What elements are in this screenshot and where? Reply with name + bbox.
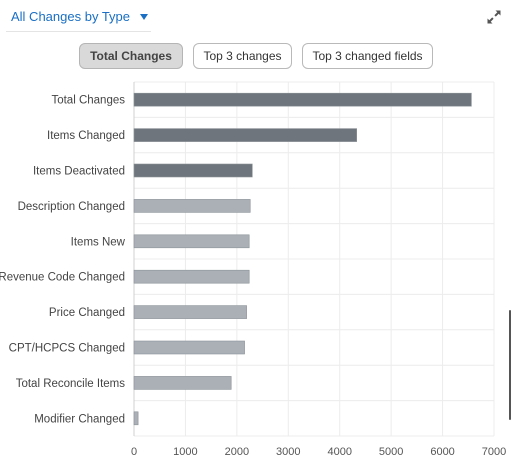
bar — [133, 340, 245, 355]
tab-top-3-changes[interactable]: Top 3 changes — [193, 43, 292, 69]
bar — [133, 163, 253, 178]
category-label: Description Changed — [18, 201, 125, 213]
bar — [133, 305, 247, 319]
category-label: Modifier Changed — [34, 413, 125, 425]
x-tick-label: 3000 — [276, 446, 300, 458]
category-label: CPT/HCPCS Changed — [9, 343, 125, 355]
chart-title: All Changes by Type — [11, 9, 130, 24]
x-tick-label: 2000 — [225, 446, 249, 458]
scrollbar[interactable] — [509, 310, 511, 420]
x-tick-label: 7000 — [482, 446, 506, 458]
category-label: Total Changes — [51, 95, 125, 107]
bar — [133, 269, 250, 284]
bar — [133, 376, 232, 390]
tab-top-3-changed-fields[interactable]: Top 3 changed fields — [302, 43, 433, 69]
chart-type-dropdown[interactable]: All Changes by Type — [11, 9, 148, 24]
category-label: Price Changed — [49, 307, 125, 319]
bar — [133, 234, 250, 249]
x-tick-label: 0 — [131, 446, 137, 458]
category-label: Revenue Code Changed — [0, 272, 125, 284]
bar-chart: 0 1000 2000 3000 4000 5000 6000 7000 Total Chang… — [0, 81, 506, 458]
x-tick-label: 6000 — [430, 446, 454, 458]
bar — [133, 128, 357, 142]
bar — [133, 411, 139, 426]
dropdown-underline — [6, 31, 151, 32]
tab-total-changes[interactable]: Total Changes — [79, 43, 183, 69]
bar — [133, 92, 472, 107]
bar — [133, 199, 251, 213]
chart-header: All Changes by Type — [0, 0, 512, 34]
category-label: Items New — [71, 236, 126, 248]
expand-arrows-icon[interactable] — [486, 9, 502, 25]
x-tick-label: 5000 — [379, 446, 403, 458]
category-label: Items Deactivated — [33, 166, 125, 178]
caret-down-icon — [140, 14, 148, 20]
x-tick-label: 4000 — [327, 446, 351, 458]
chart-tabs: Total Changes Top 3 changes Top 3 change… — [0, 43, 512, 71]
category-label: Items Changed — [47, 130, 125, 142]
category-label: Total Reconcile Items — [16, 378, 126, 390]
x-tick-label: 1000 — [173, 446, 197, 458]
